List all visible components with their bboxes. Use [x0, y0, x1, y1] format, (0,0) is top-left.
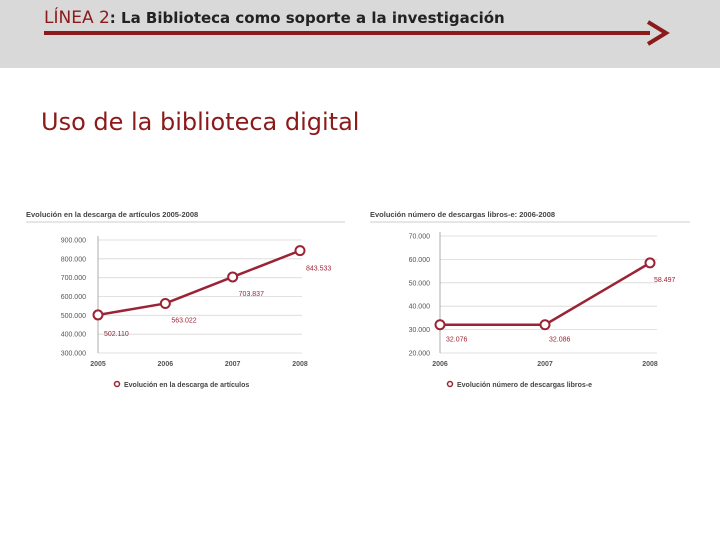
- y-ticks: 300.000 400.000 500.000 600.000 700.000 800.0…: [61, 238, 86, 358]
- section-title: Uso de la biblioteca digital: [41, 108, 360, 136]
- y-tick-label: 700.000: [61, 275, 86, 282]
- y-tick-label: 600.000: [61, 294, 86, 301]
- x-tick-label: 2006: [158, 361, 174, 368]
- header-arrow: [44, 20, 670, 46]
- legend-label: Evolución número de descargas libros-e: [457, 382, 592, 389]
- x-tick-label: 2008: [642, 361, 658, 368]
- y-tick-label: 20.000: [409, 351, 431, 358]
- y-tick-label: 300.000: [61, 351, 86, 358]
- chart-title: Evolución en la descarga de artículos 20…: [26, 210, 198, 219]
- data-point: [294, 245, 306, 257]
- y-tick-label: 70.000: [409, 234, 431, 241]
- data-point: [159, 297, 171, 309]
- legend: Evolución número de descargas libros-e: [446, 380, 592, 389]
- y-tick-label: 60.000: [409, 257, 431, 264]
- chart-libros-e: Evolución número de descargas libros-e: …: [370, 210, 690, 389]
- legend: Evolución en la descarga de artículos: [113, 380, 249, 389]
- data-label: 563.022: [171, 317, 196, 324]
- y-tick-label: 400.000: [61, 332, 86, 339]
- x-tick-label: 2005: [90, 361, 106, 368]
- x-tick-label: 2008: [292, 361, 308, 368]
- data-label: 843.533: [306, 266, 331, 273]
- y-tick-label: 30.000: [409, 327, 431, 334]
- data-point: [92, 309, 104, 321]
- data-point: [227, 271, 239, 283]
- grid: [439, 232, 657, 354]
- legend-marker: [113, 380, 121, 388]
- x-labels: 2005 2006 2007 2008: [90, 361, 308, 368]
- y-tick-label: 500.000: [61, 313, 86, 320]
- chart-title: Evolución número de descargas libros-e: …: [370, 210, 555, 219]
- arrow-head-icon: [646, 20, 670, 46]
- header-subtitle: : La Biblioteca como soporte a la invest…: [109, 9, 505, 27]
- data-label: 58.497: [654, 277, 676, 284]
- data-point: [434, 319, 446, 331]
- data-label: 703.837: [239, 291, 264, 298]
- grid: [97, 236, 302, 354]
- x-labels: 2006 2007 2008: [432, 361, 658, 368]
- series: 502.110 563.022 703.837 843.533: [92, 245, 331, 338]
- header-title: LÍNEA 2: La Biblioteca como soporte a la…: [44, 8, 505, 28]
- line-label: LÍNEA 2: [44, 8, 110, 28]
- data-label: 502.110: [104, 331, 129, 338]
- x-tick-label: 2007: [537, 361, 553, 368]
- y-tick-label: 40.000: [409, 304, 431, 311]
- y-tick-label: 800.000: [61, 256, 86, 263]
- data-point: [539, 319, 551, 331]
- data-point: [644, 257, 656, 269]
- chart-articulos: Evolución en la descarga de artículos 20…: [26, 210, 345, 389]
- legend-label: Evolución en la descarga de artículos: [124, 382, 249, 389]
- series-line: [97, 249, 301, 317]
- x-tick-label: 2006: [432, 361, 448, 368]
- y-ticks: 20.000 30.000 40.000 50.000 60.000 70.000: [409, 234, 431, 358]
- legend-marker: [446, 380, 454, 388]
- x-tick-label: 2007: [225, 361, 241, 368]
- data-label: 32.086: [549, 337, 571, 344]
- y-tick-label: 50.000: [409, 280, 431, 287]
- series: 32.076 32.086 58.497: [434, 257, 676, 344]
- series-line: [439, 261, 651, 326]
- y-tick-label: 900.000: [61, 238, 86, 245]
- data-label: 32.076: [446, 337, 468, 344]
